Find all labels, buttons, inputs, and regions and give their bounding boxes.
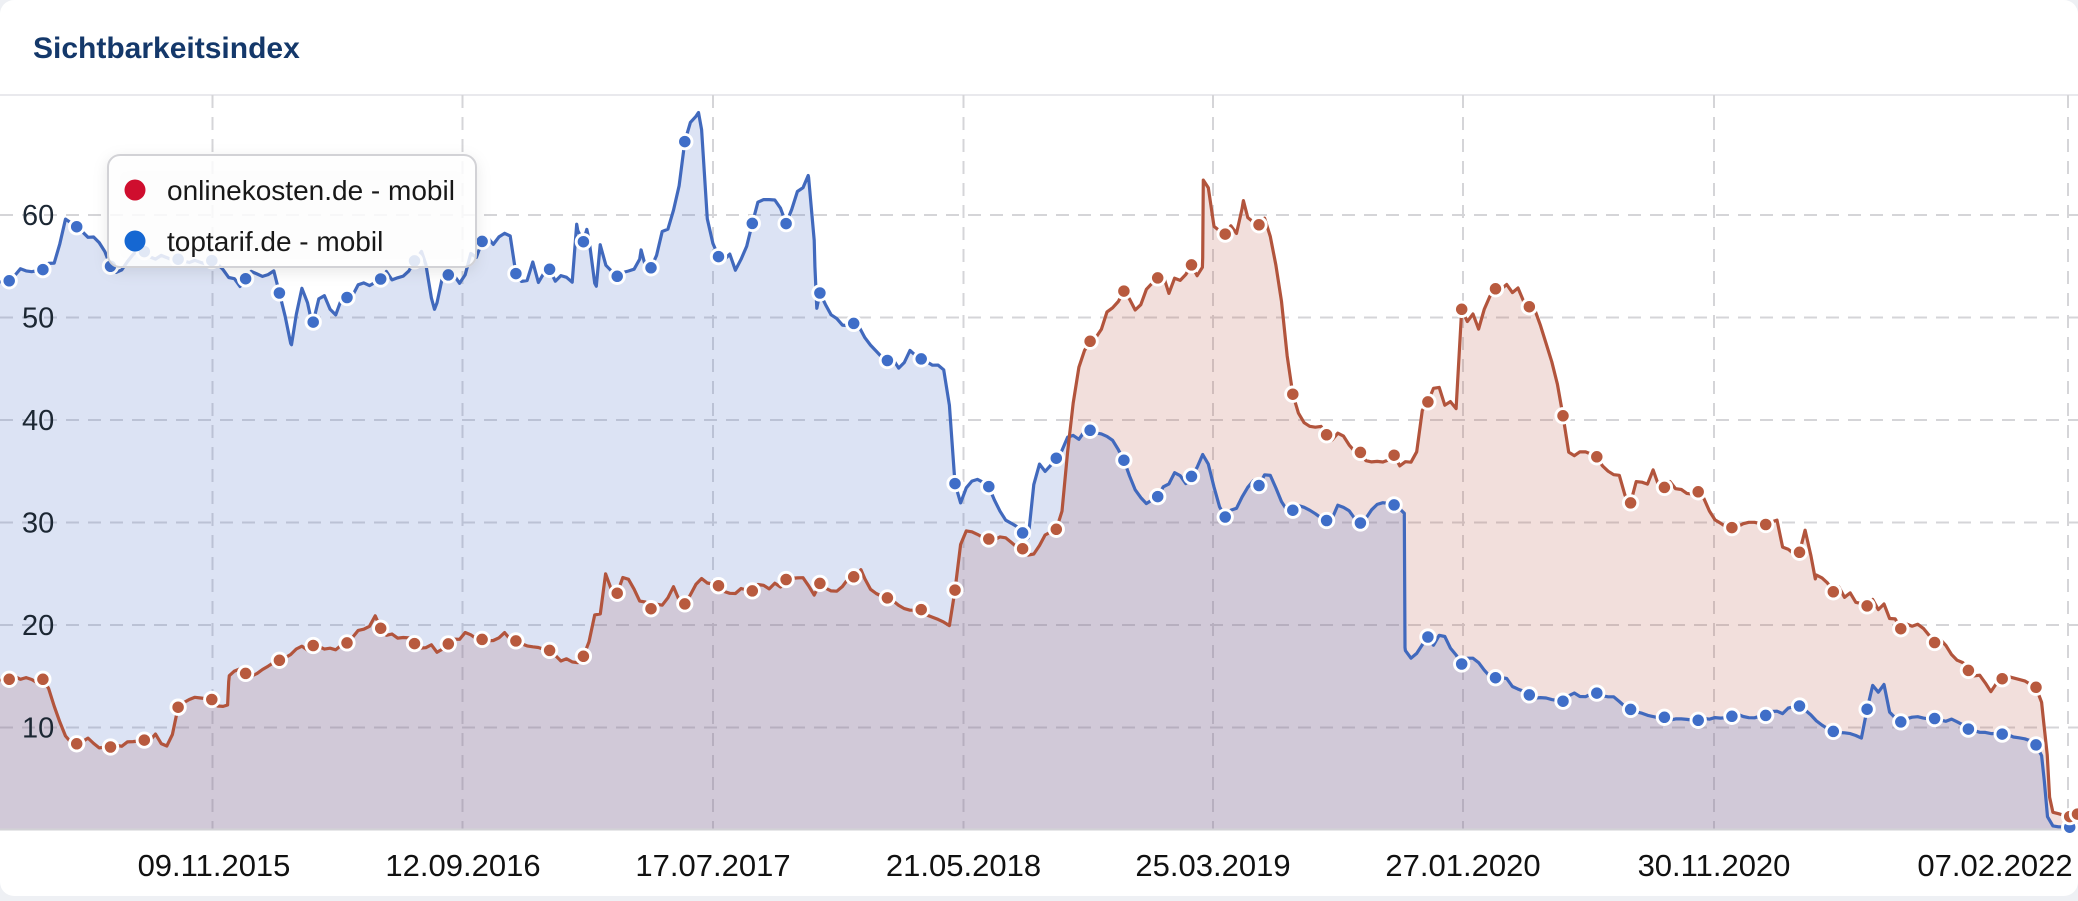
svg-text:50: 50 <box>22 303 54 335</box>
svg-text:Sichtbarkeitsindex: Sichtbarkeitsindex <box>33 32 300 65</box>
svg-text:toptarif.de - mobil: toptarif.de - mobil <box>167 226 383 257</box>
svg-text:25.03.2019: 25.03.2019 <box>1135 848 1290 883</box>
svg-text:20: 20 <box>22 610 54 642</box>
svg-text:07.02.2022: 07.02.2022 <box>1917 848 2072 883</box>
svg-text:09.11.2015: 09.11.2015 <box>138 848 291 883</box>
svg-text:30: 30 <box>22 508 54 540</box>
svg-text:17.07.2017: 17.07.2017 <box>635 848 790 883</box>
svg-text:30.11.2020: 30.11.2020 <box>1638 848 1791 883</box>
svg-text:27.01.2020: 27.01.2020 <box>1385 848 1540 883</box>
svg-text:60: 60 <box>22 200 54 232</box>
svg-text:12.09.2016: 12.09.2016 <box>385 848 540 883</box>
svg-text:21.05.2018: 21.05.2018 <box>886 848 1041 883</box>
svg-text:onlinekosten.de - mobil: onlinekosten.de - mobil <box>167 175 455 206</box>
svg-text:40: 40 <box>22 405 54 437</box>
svg-text:10: 10 <box>22 713 54 745</box>
